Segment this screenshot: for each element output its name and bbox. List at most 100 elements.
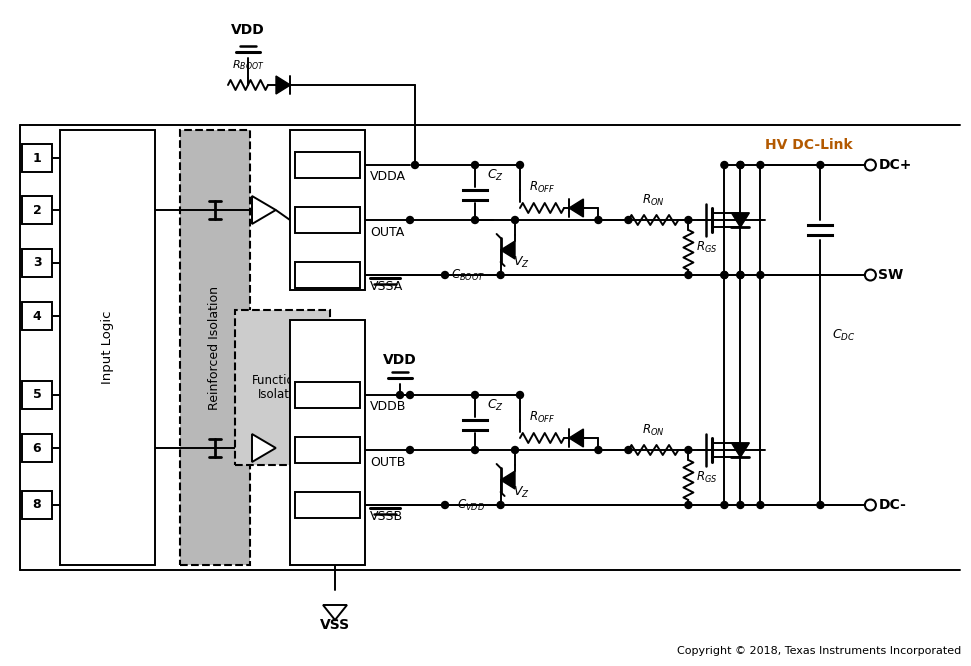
Text: Reinforced Isolation: Reinforced Isolation <box>209 286 221 410</box>
Bar <box>22 434 52 462</box>
Bar <box>22 491 52 519</box>
Text: 2: 2 <box>33 204 42 216</box>
Circle shape <box>757 161 764 168</box>
Circle shape <box>442 501 449 509</box>
Circle shape <box>737 501 744 509</box>
Circle shape <box>720 272 728 278</box>
Bar <box>290 320 365 565</box>
Bar <box>290 130 365 290</box>
Text: VSS: VSS <box>319 618 351 632</box>
Text: $V_Z$: $V_Z$ <box>513 484 530 500</box>
Circle shape <box>817 501 824 509</box>
Text: 8: 8 <box>33 498 42 511</box>
Text: OUTA: OUTA <box>370 226 404 238</box>
Bar <box>60 130 155 565</box>
Text: 4: 4 <box>33 310 42 322</box>
Bar <box>295 382 360 408</box>
Text: 14: 14 <box>318 268 336 282</box>
Circle shape <box>757 501 764 509</box>
Text: 9: 9 <box>323 498 332 511</box>
Text: DC+: DC+ <box>879 158 912 172</box>
Text: $C_{BOOT}$: $C_{BOOT}$ <box>452 268 486 282</box>
Polygon shape <box>252 434 276 462</box>
Circle shape <box>472 446 479 454</box>
Text: $R_{GS}$: $R_{GS}$ <box>696 470 718 485</box>
Circle shape <box>472 392 479 398</box>
Circle shape <box>865 500 876 511</box>
Circle shape <box>412 161 419 168</box>
Circle shape <box>472 161 479 168</box>
Circle shape <box>595 446 602 454</box>
Text: $R_{GS}$: $R_{GS}$ <box>696 240 718 254</box>
Text: VDD: VDD <box>231 23 265 37</box>
Text: VDDA: VDDA <box>370 170 406 184</box>
Text: VDDB: VDDB <box>370 400 407 414</box>
Text: VDD: VDD <box>384 353 417 367</box>
Bar <box>22 144 52 172</box>
Bar <box>22 196 52 224</box>
Bar <box>295 437 360 463</box>
Polygon shape <box>731 213 750 227</box>
Polygon shape <box>731 443 750 457</box>
Circle shape <box>497 501 504 509</box>
Text: $R_{BOOT}$: $R_{BOOT}$ <box>232 58 264 72</box>
Circle shape <box>512 216 519 224</box>
Circle shape <box>407 216 414 224</box>
Polygon shape <box>252 196 276 224</box>
Text: HV DC-Link: HV DC-Link <box>765 138 854 152</box>
Text: 16: 16 <box>318 159 336 172</box>
Polygon shape <box>501 471 515 489</box>
Circle shape <box>625 216 632 224</box>
Text: DC-: DC- <box>879 498 906 512</box>
Bar <box>180 130 250 565</box>
Text: 5: 5 <box>33 388 42 402</box>
Circle shape <box>737 272 744 278</box>
Bar <box>22 249 52 277</box>
Text: 6: 6 <box>33 442 42 454</box>
Text: VSSB: VSSB <box>370 511 403 523</box>
Bar <box>295 492 360 518</box>
Circle shape <box>497 272 504 278</box>
Circle shape <box>517 392 523 398</box>
Circle shape <box>407 446 414 454</box>
Circle shape <box>865 159 876 170</box>
Circle shape <box>517 161 523 168</box>
Circle shape <box>685 446 692 454</box>
Text: $C_Z$: $C_Z$ <box>487 167 504 182</box>
Text: VSSA: VSSA <box>370 280 403 294</box>
Bar <box>295 207 360 233</box>
Circle shape <box>685 272 692 278</box>
Text: SW: SW <box>879 268 904 282</box>
Circle shape <box>737 161 744 168</box>
Text: 1: 1 <box>33 151 42 165</box>
Text: Input Logic: Input Logic <box>101 311 114 384</box>
Polygon shape <box>569 199 584 217</box>
Circle shape <box>757 272 764 278</box>
Circle shape <box>396 392 404 398</box>
Text: $R_{ON}$: $R_{ON}$ <box>642 423 665 438</box>
Circle shape <box>472 216 479 224</box>
Circle shape <box>817 161 824 168</box>
Text: OUTB: OUTB <box>370 456 405 468</box>
Circle shape <box>720 161 728 168</box>
Circle shape <box>685 216 692 224</box>
Text: 3: 3 <box>33 256 42 270</box>
Bar <box>22 381 52 409</box>
Text: Functional
Isolation: Functional Isolation <box>252 374 313 402</box>
Circle shape <box>442 272 449 278</box>
Bar <box>295 152 360 178</box>
Circle shape <box>407 392 414 398</box>
Circle shape <box>720 501 728 509</box>
Circle shape <box>865 270 876 280</box>
Circle shape <box>720 272 728 278</box>
Circle shape <box>685 501 692 509</box>
Polygon shape <box>501 241 515 259</box>
Circle shape <box>595 216 602 224</box>
Text: $R_{OFF}$: $R_{OFF}$ <box>529 180 555 195</box>
Text: $V_Z$: $V_Z$ <box>513 254 530 270</box>
Circle shape <box>737 272 744 278</box>
Circle shape <box>512 446 519 454</box>
Bar <box>22 302 52 330</box>
Text: $C_{DC}$: $C_{DC}$ <box>832 328 856 342</box>
Bar <box>235 310 330 465</box>
